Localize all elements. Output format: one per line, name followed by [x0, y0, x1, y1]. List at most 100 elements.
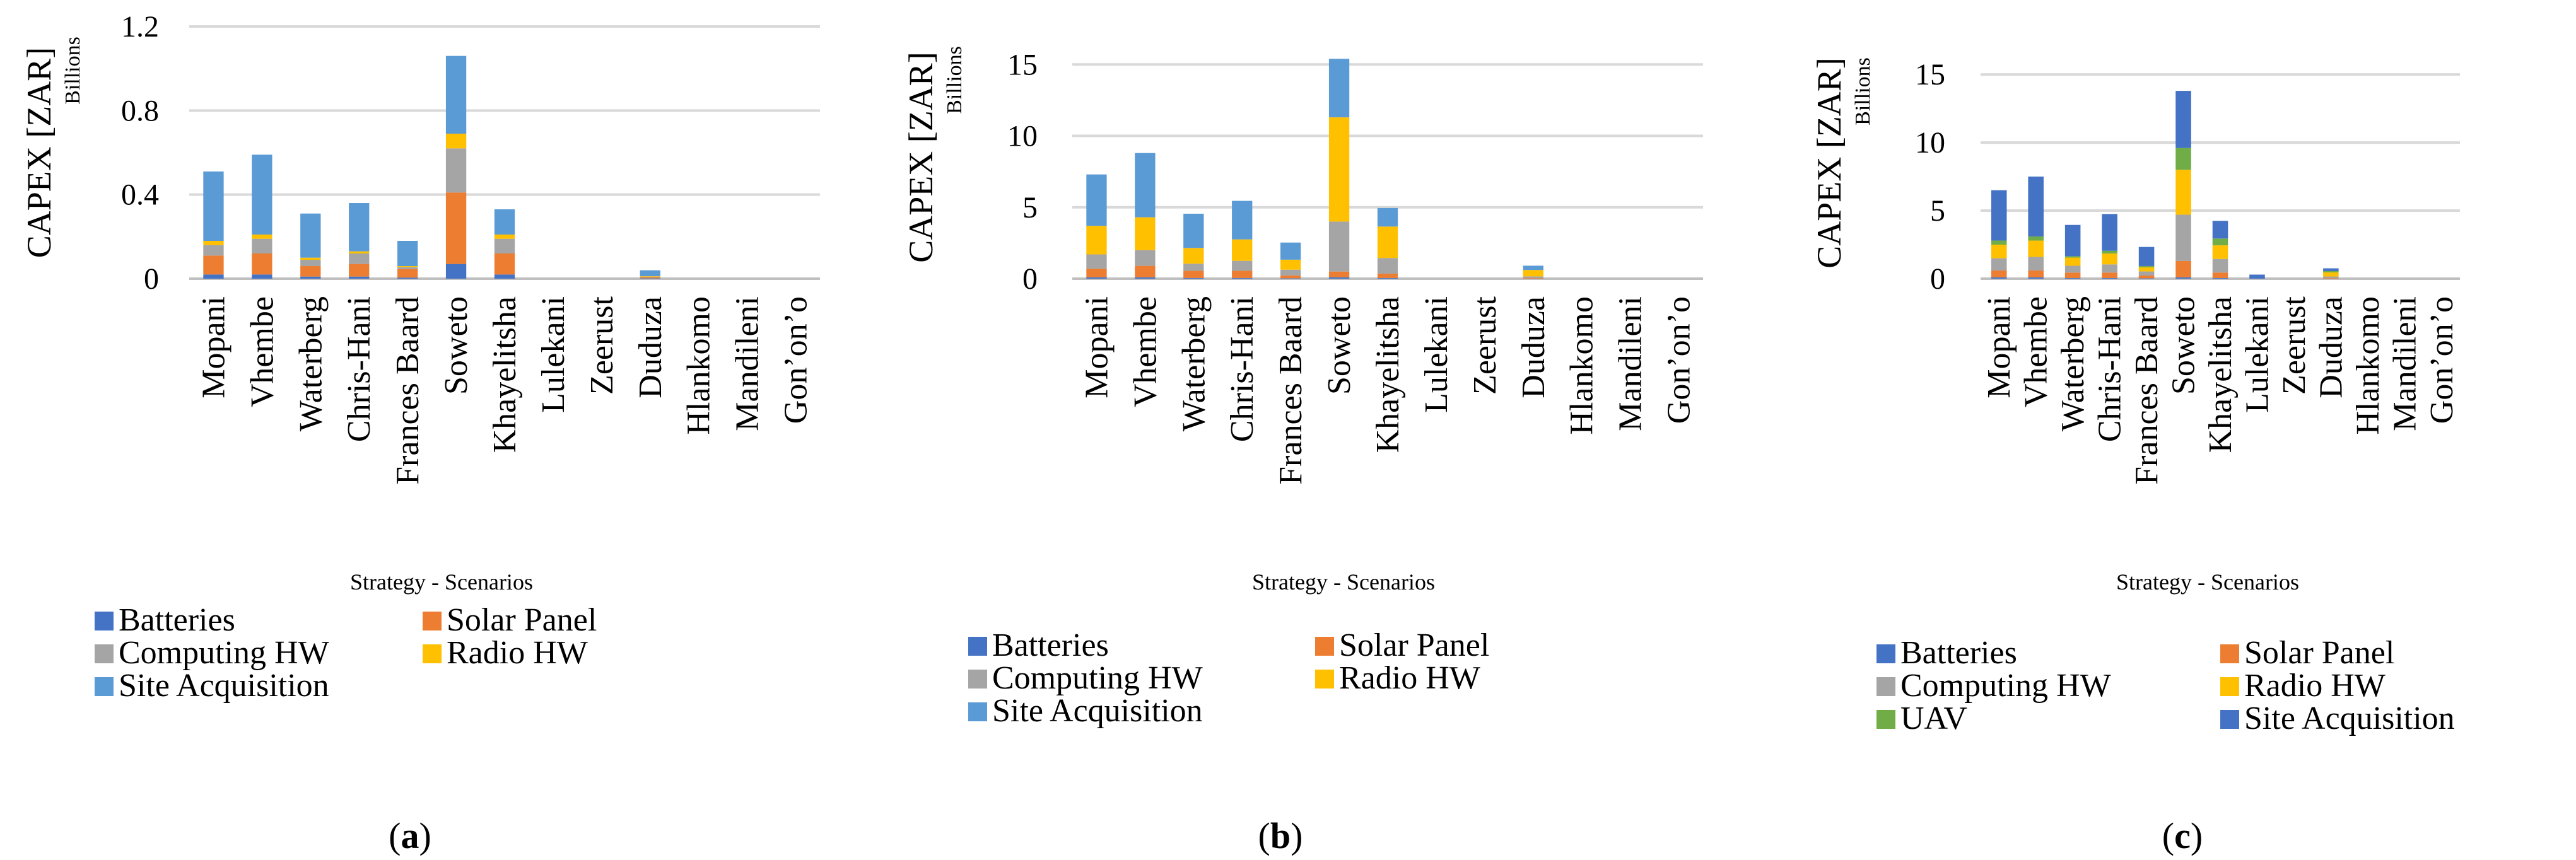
x-tick-label: Chris-Hani: [2092, 296, 2128, 442]
bar-segment: [445, 148, 467, 193]
bar-segment: [1135, 250, 1156, 266]
bar-segment: [349, 203, 370, 252]
bar-segment: [397, 269, 418, 278]
legend-swatch: [423, 644, 442, 663]
bar-segment: [1280, 269, 1301, 276]
bar-segment: [2138, 278, 2155, 279]
bar-segment: [2028, 277, 2044, 279]
bar-segment: [2323, 277, 2339, 279]
bar-segment: [252, 253, 272, 275]
bar-segment: [2212, 259, 2228, 273]
bar-segment: [1328, 271, 1350, 277]
bar-segment: [2028, 177, 2044, 237]
bar-segment: [2028, 270, 2044, 277]
legend-swatch: [1876, 710, 1895, 729]
x-tick-label: Lulekani: [2239, 296, 2275, 413]
bar-segment: [2064, 256, 2081, 258]
chart-panel-a: 0 0.4 0.8 1.2 CAPEX [ZAR] Billions Mopani Vhemb…: [20, 10, 820, 856]
x-tick-label: Waterberg: [2055, 296, 2091, 431]
bar-segment: [1328, 59, 1350, 118]
bar-segment: [349, 253, 370, 264]
bar-segment: [494, 238, 515, 253]
bar-segment: [2212, 245, 2228, 259]
legend-label: Batteries: [119, 602, 235, 638]
legend-swatch: [1876, 677, 1895, 696]
x-axis-title: Strategy - Scenarios: [1252, 569, 1435, 595]
legend-label: Computing HW: [119, 635, 329, 671]
x-tick-label: Mopani: [1079, 296, 1115, 398]
bar-segment: [2064, 272, 2081, 278]
bar-segment: [1991, 277, 2007, 279]
x-tick-label: Khayelitsha: [1370, 296, 1406, 453]
bar-segment: [1183, 277, 1204, 279]
x-tick-label: Frances Baard: [2129, 296, 2165, 485]
bar-segment: [1523, 270, 1543, 277]
bar-segment: [494, 253, 515, 275]
y-axis-unit: Billions: [61, 37, 85, 105]
x-tick-label: Frances Baard: [390, 296, 426, 485]
bar-segment: [1232, 200, 1253, 240]
bar-segment: [1377, 277, 1398, 279]
bar-segment: [203, 245, 224, 256]
bar-segment: [2028, 257, 2044, 271]
bar-segment: [300, 276, 321, 279]
bar-segment: [2028, 240, 2044, 257]
chart-panel-b: 0 5 10 15 CAPEX [ZAR] Billions Mopani Vhembe Wat…: [902, 46, 1703, 856]
legend-label: Site Acquisition: [119, 668, 329, 704]
bar-segment: [1232, 260, 1253, 271]
legend: Batteries Solar Panel Computing HW Radio HW…: [1876, 635, 2455, 736]
x-tick-label: Zeerust: [584, 296, 620, 394]
legend-swatch: [2220, 710, 2239, 729]
bar-segment: [1232, 277, 1253, 279]
legend-swatch: [1876, 644, 1895, 663]
bar-segment: [1328, 117, 1350, 222]
x-tick-label: Mandileni: [1613, 296, 1649, 431]
x-axis-title: Strategy - Scenarios: [350, 569, 533, 595]
bar-segment: [1135, 217, 1156, 250]
bar-segment: [1991, 258, 2007, 271]
bar-segment: [1377, 207, 1398, 227]
y-tick-label: 5: [1930, 194, 1945, 228]
bar-segment: [300, 260, 321, 266]
bar-segment: [300, 213, 321, 258]
chart-panel-c: 0 5 10 15 CAPEX [ZAR] Billions Mopani Vhembe Wat…: [1810, 57, 2460, 856]
bar-segment: [252, 274, 272, 279]
legend-swatch: [95, 612, 114, 630]
legend: Batteries Solar Panel Computing HW Radio HW…: [95, 602, 597, 704]
bar-segment: [203, 274, 224, 279]
bar-segment: [494, 274, 515, 279]
bar-segment: [203, 255, 224, 275]
bar-segment: [445, 192, 467, 264]
x-tick-label: Lulekani: [1419, 296, 1455, 413]
legend: Batteries Solar Panel Computing HW Radio HW…: [968, 627, 1489, 729]
bar-segment: [2212, 238, 2228, 246]
bar-segment: [397, 241, 418, 266]
panel-label: (b): [1258, 815, 1303, 856]
y-axis-title: CAPEX [ZAR]: [1810, 57, 1848, 269]
y-axis-title: CAPEX [ZAR]: [20, 47, 58, 259]
x-tick-label: Waterberg: [293, 296, 329, 431]
legend-swatch: [968, 702, 987, 721]
x-tick-label: Mopani: [196, 296, 231, 398]
bar-segment: [640, 276, 660, 277]
bar-segment: [2064, 224, 2081, 257]
bar-segment: [1086, 277, 1107, 279]
x-tick-label: Soweto: [438, 296, 474, 395]
x-tick-label: Vhembe: [1127, 296, 1163, 407]
y-axis-unit: Billions: [1851, 57, 1875, 125]
bar-segment: [2249, 274, 2265, 279]
x-tick-label: Hlankomo: [1564, 296, 1600, 435]
bar-segment: [2212, 272, 2228, 278]
x-tick-label: Mandileni: [730, 296, 766, 431]
x-tick-label: Frances Baard: [1273, 296, 1309, 485]
bar-segment: [494, 209, 515, 235]
bar-segment: [2028, 236, 2044, 241]
y-tick-label: 0.4: [121, 178, 159, 212]
bar-segment: [2138, 247, 2155, 266]
bar-segment: [397, 277, 418, 279]
bar-segment: [397, 266, 418, 267]
legend-label: Solar Panel: [447, 602, 597, 638]
x-tick-label: Hlankomo: [2350, 296, 2386, 435]
x-tick-label: Waterberg: [1176, 296, 1212, 431]
bar-segment: [1991, 270, 2007, 277]
